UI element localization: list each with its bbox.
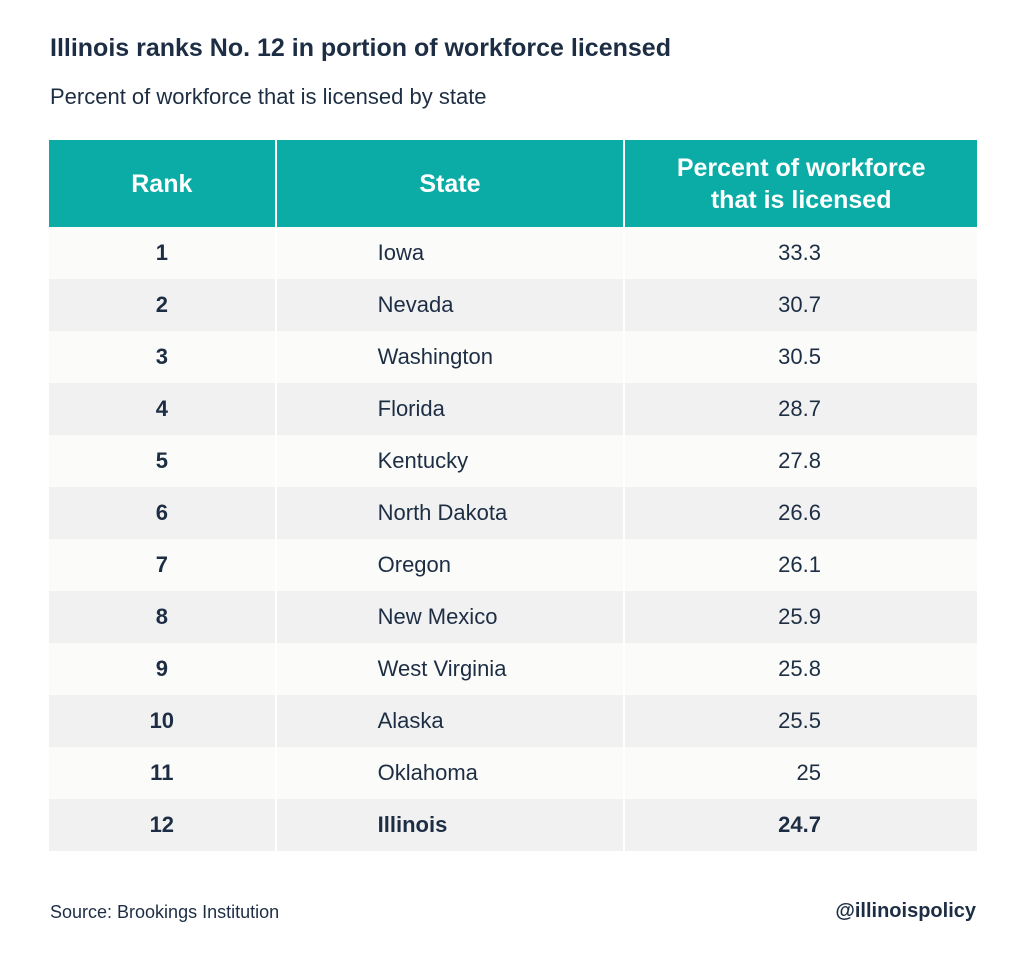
table-row: 9 West Virginia 25.8 — [49, 643, 977, 695]
table-row: 12 Illinois 24.7 — [49, 799, 977, 851]
percent-cell: 33.3 — [624, 227, 977, 279]
table-row: 1 Iowa 33.3 — [49, 227, 977, 279]
rank-cell: 9 — [49, 643, 277, 695]
table-row: 10 Alaska 25.5 — [49, 695, 977, 747]
table-row: 2 Nevada 30.7 — [49, 279, 977, 331]
rank-cell: 3 — [49, 331, 277, 383]
percent-cell: 26.6 — [624, 487, 977, 539]
percent-cell: 25 — [624, 747, 977, 799]
table-row: 5 Kentucky 27.8 — [49, 435, 977, 487]
percent-cell: 28.7 — [624, 383, 977, 435]
ranking-table: Rank State Percent of workforce that is … — [49, 140, 977, 851]
table-body: 1 Iowa 33.3 2 Nevada 30.7 3 Washington 30.5 4 Flor… — [49, 227, 977, 851]
rank-cell: 10 — [49, 695, 277, 747]
state-cell: Florida — [275, 383, 626, 435]
rank-cell: 12 — [49, 799, 277, 851]
rank-cell: 1 — [49, 227, 277, 279]
percent-cell: 25.5 — [624, 695, 977, 747]
table-row: 4 Florida 28.7 — [49, 383, 977, 435]
state-cell: New Mexico — [275, 591, 626, 643]
state-cell: Illinois — [275, 799, 626, 851]
column-header-percent: Percent of workforce that is licensed — [624, 140, 977, 227]
state-cell: Iowa — [275, 227, 626, 279]
chart-subtitle: Percent of workforce that is licensed by… — [50, 84, 487, 109]
percent-cell: 30.7 — [624, 279, 977, 331]
rank-cell: 2 — [49, 279, 277, 331]
state-cell: North Dakota — [275, 487, 626, 539]
table-row: 6 North Dakota 26.6 — [49, 487, 977, 539]
rank-cell: 4 — [49, 383, 277, 435]
column-header-rank: Rank — [49, 140, 277, 227]
rank-cell: 8 — [49, 591, 277, 643]
percent-cell: 24.7 — [624, 799, 977, 851]
table-row: 11 Oklahoma 25 — [49, 747, 977, 799]
social-handle: @illinoispolicy — [835, 900, 976, 922]
percent-cell: 30.5 — [624, 331, 977, 383]
table-row: 3 Washington 30.5 — [49, 331, 977, 383]
percent-cell: 25.8 — [624, 643, 977, 695]
source-note: Source: Brookings Institution — [50, 902, 280, 922]
rank-cell: 7 — [49, 539, 277, 591]
rank-cell: 11 — [49, 747, 277, 799]
percent-cell: 25.9 — [624, 591, 977, 643]
state-cell: Oklahoma — [275, 747, 626, 799]
chart-title: Illinois ranks No. 12 in portion of work… — [50, 34, 671, 62]
percent-cell: 26.1 — [624, 539, 977, 591]
rank-cell: 6 — [49, 487, 277, 539]
state-cell: Kentucky — [275, 435, 626, 487]
percent-cell: 27.8 — [624, 435, 977, 487]
state-cell: Oregon — [275, 539, 626, 591]
table-header-row: Rank State Percent of workforce that is … — [49, 140, 977, 227]
table-row: 7 Oregon 26.1 — [49, 539, 977, 591]
state-cell: Nevada — [275, 279, 626, 331]
rank-cell: 5 — [49, 435, 277, 487]
table-row: 8 New Mexico 25.9 — [49, 591, 977, 643]
state-cell: West Virginia — [275, 643, 626, 695]
state-cell: Alaska — [275, 695, 626, 747]
column-header-state: State — [275, 140, 626, 227]
state-cell: Washington — [275, 331, 626, 383]
